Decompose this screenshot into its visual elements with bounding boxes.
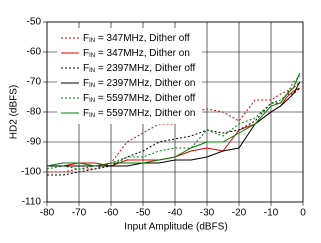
legend-label: FIN = 5597MHz, Dither on — [83, 108, 195, 119]
y-tick-label: -80 — [27, 107, 42, 118]
x-tick-label: -60 — [104, 208, 119, 219]
legend-box — [57, 28, 202, 124]
legend-label: FIN = 347MHz, Dither on — [83, 48, 190, 59]
x-tick-label: -80 — [40, 208, 55, 219]
x-tick-label: 0 — [300, 208, 306, 219]
plot-frame — [46, 21, 304, 203]
y-tick-label: -60 — [27, 47, 42, 58]
legend-label: FIN = 2397MHz, Dither on — [83, 78, 195, 89]
x-tick-label: -70 — [72, 208, 87, 219]
legend-label: FIN = 2397MHz, Dither off — [83, 63, 195, 74]
legend-label: FIN = 347MHz, Dither off — [83, 33, 190, 44]
x-tick-label: -30 — [200, 208, 215, 219]
y-tick-label: -90 — [27, 137, 42, 148]
x-tick-label: -10 — [264, 208, 279, 219]
y-tick-label: -110 — [22, 197, 42, 208]
x-tick-label: -50 — [136, 208, 151, 219]
x-axis-label: Input Amplitude (dBFS) — [124, 222, 227, 233]
y-tick-label: -50 — [27, 17, 42, 28]
y-axis-label: HD2 (dBFS) — [9, 85, 20, 139]
y-tick-label: -100 — [21, 167, 41, 178]
x-tick-label: -40 — [168, 208, 183, 219]
x-tick-label: -20 — [232, 208, 247, 219]
series-line — [46, 72, 301, 167]
y-tick-label: -70 — [27, 77, 42, 88]
legend-label: FIN = 5597MHz, Dither off — [83, 93, 195, 104]
